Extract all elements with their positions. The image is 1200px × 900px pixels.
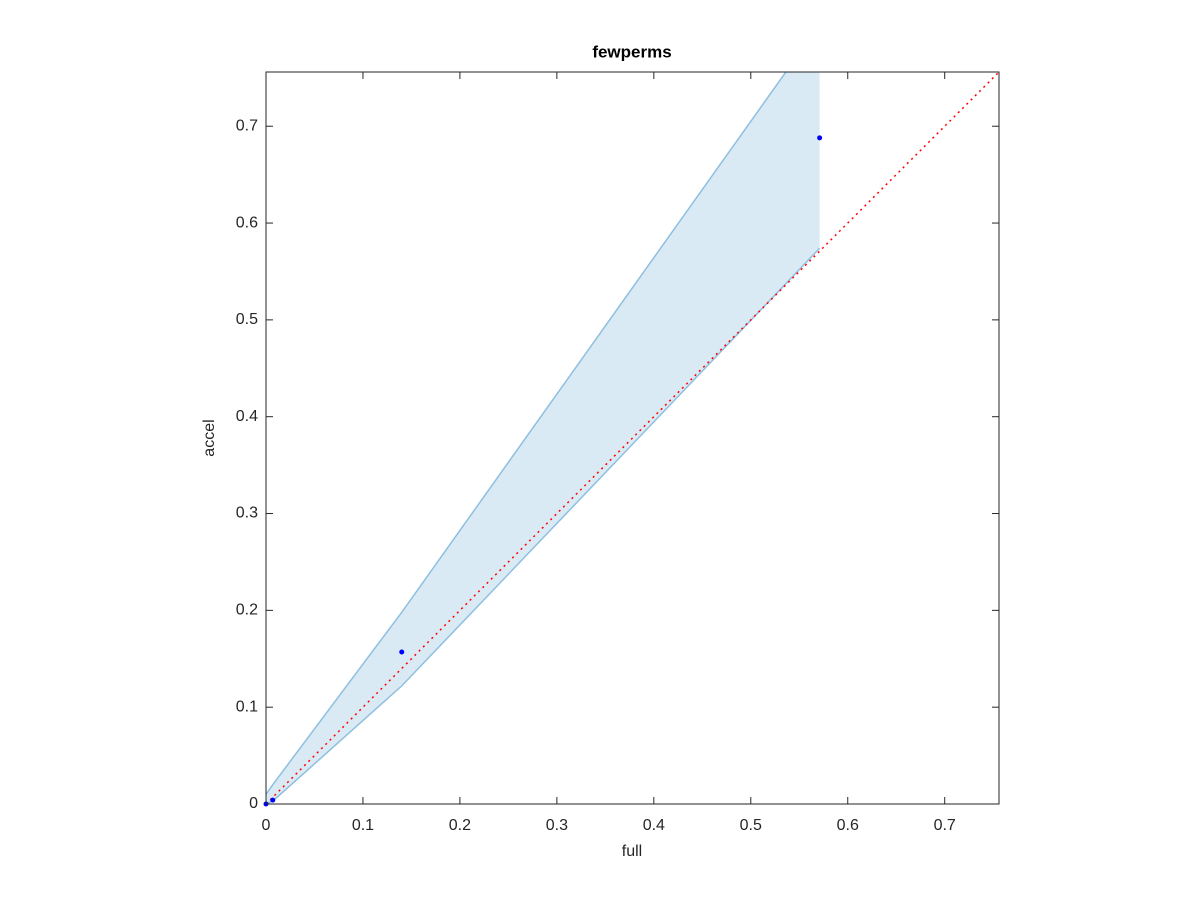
y-tick-label: 0.7	[236, 117, 258, 134]
band-lower-edge	[266, 247, 821, 804]
axes-box	[265, 71, 1000, 805]
x-tick-label: 0.2	[449, 817, 471, 834]
x-tick-label: 0.5	[740, 817, 762, 834]
y-tick-label: 0.3	[236, 505, 258, 522]
x-tick-label: 0.3	[546, 817, 568, 834]
band-upper-edge	[266, 72, 787, 795]
data-point	[817, 135, 823, 141]
x-tick-label: 0.1	[352, 817, 374, 834]
y-axis-label: accel	[201, 419, 218, 456]
data-point	[399, 649, 405, 655]
y-tick-label: 0	[249, 795, 258, 812]
x-tick-label: 0.7	[934, 817, 956, 834]
x-axis-label: full	[622, 843, 642, 860]
y-tick-label: 0.2	[236, 602, 258, 619]
reference-line	[266, 72, 999, 804]
y-tick-label: 0.6	[236, 214, 258, 231]
plot-area	[266, 72, 999, 804]
data-point	[270, 797, 276, 803]
x-tick-label: 0	[262, 817, 271, 834]
y-tick-label: 0.5	[236, 311, 258, 328]
x-tick-label: 0.4	[643, 817, 665, 834]
y-tick-label: 0.1	[236, 698, 258, 715]
confidence-band	[266, 72, 820, 804]
x-tick-label: 0.6	[837, 817, 859, 834]
y-tick-label: 0.4	[236, 408, 258, 425]
chart-title: fewperms	[592, 42, 671, 61]
